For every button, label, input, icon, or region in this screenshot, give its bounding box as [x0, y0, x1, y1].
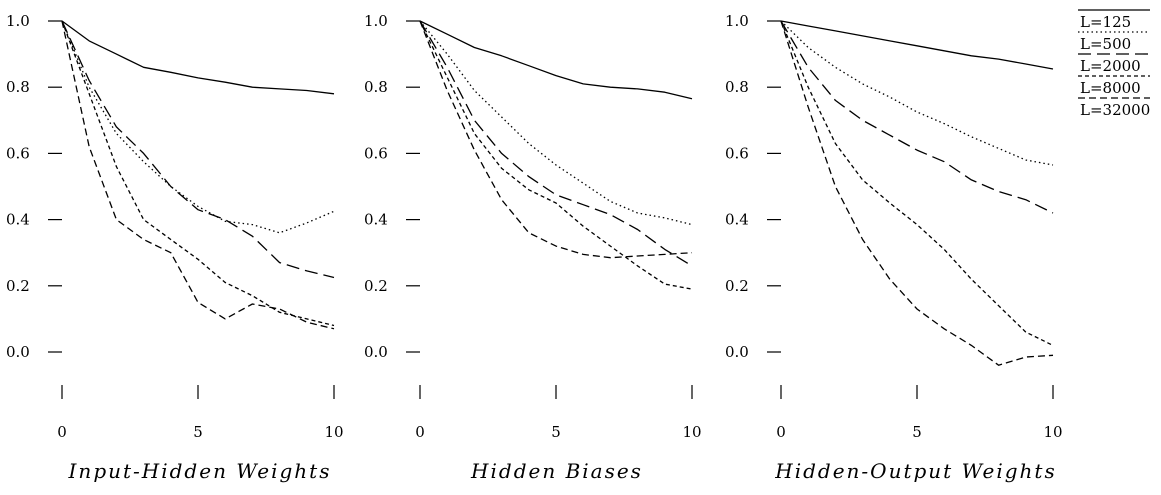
x-tick-label: 0 — [415, 423, 425, 441]
legend-label: L=8000 — [1080, 79, 1141, 97]
series-line-l-8000 — [61, 20, 335, 327]
y-tick-label: 0.4 — [364, 211, 388, 229]
y-tick-label: 0.8 — [6, 78, 30, 96]
series-line-l-2000 — [61, 20, 335, 279]
chart-panel-2: 0.0 0.2 0.4 0.6 0.8 1.0 0 5 10 Hidden Biases — [364, 12, 702, 483]
y-tick-label: 0.8 — [364, 78, 388, 96]
x-tick-label: 0 — [776, 423, 786, 441]
series-line-l-125 — [419, 20, 693, 100]
chart-panel-3: 0.0 0.2 0.4 0.6 0.8 1.0 0 5 10 Hidden-Output Weig… — [725, 12, 1063, 483]
y-tick-label: 0.6 — [725, 144, 749, 162]
panel-title: Hidden-Output Weights — [774, 459, 1056, 483]
series-line-l-125 — [61, 20, 335, 95]
series-line-l-500 — [61, 20, 335, 234]
series-line-l-32000 — [419, 20, 693, 259]
y-tick-label: 1.0 — [364, 12, 388, 30]
series-line-l-8000 — [419, 20, 693, 290]
panel-title: Input-Hidden Weights — [68, 459, 332, 483]
y-tick-label: 0.0 — [364, 343, 388, 361]
x-tick-label: 5 — [193, 423, 203, 441]
x-tick-label: 0 — [57, 423, 67, 441]
series-line-l-500 — [419, 20, 693, 226]
y-tick-label: 0.8 — [725, 78, 749, 96]
series-line-l-8000 — [780, 20, 1054, 346]
y-tick-label: 0.0 — [6, 343, 30, 361]
series-line-l-125 — [780, 20, 1054, 70]
series-line-l-2000 — [419, 20, 693, 267]
y-tick-label: 0.4 — [725, 211, 749, 229]
y-tick-label: 0.0 — [725, 343, 749, 361]
y-tick-label: 0.4 — [6, 211, 30, 229]
x-tick-label: 10 — [1043, 423, 1062, 441]
legend-label: L=500 — [1080, 35, 1131, 53]
x-tick-label: 5 — [551, 423, 561, 441]
legend: L=125 L=500 L=2000 L=8000 L=32000 — [1078, 9, 1150, 119]
series-line-l-2000 — [780, 20, 1054, 214]
y-tick-label: 1.0 — [725, 12, 749, 30]
series-line-l-32000 — [61, 20, 335, 330]
legend-label: L=125 — [1080, 13, 1131, 31]
series-line-l-500 — [780, 20, 1054, 166]
chart-panel-1: 0.0 0.2 0.4 0.6 0.8 1.0 0 5 10 Input-Hidden Weigh… — [6, 12, 344, 483]
x-tick-label: 10 — [324, 423, 343, 441]
legend-label: L=32000 — [1080, 101, 1150, 119]
y-tick-label: 0.6 — [364, 144, 388, 162]
legend-label: L=2000 — [1080, 57, 1141, 75]
y-tick-label: 0.2 — [6, 277, 30, 295]
x-tick-label: 5 — [912, 423, 922, 441]
x-tick-label: 10 — [682, 423, 701, 441]
y-tick-label: 0.6 — [6, 144, 30, 162]
series-line-l-32000 — [780, 20, 1054, 366]
y-tick-label: 0.2 — [364, 277, 388, 295]
y-tick-label: 1.0 — [6, 12, 30, 30]
y-tick-label: 0.2 — [725, 277, 749, 295]
panel-title: Hidden Biases — [470, 459, 643, 483]
